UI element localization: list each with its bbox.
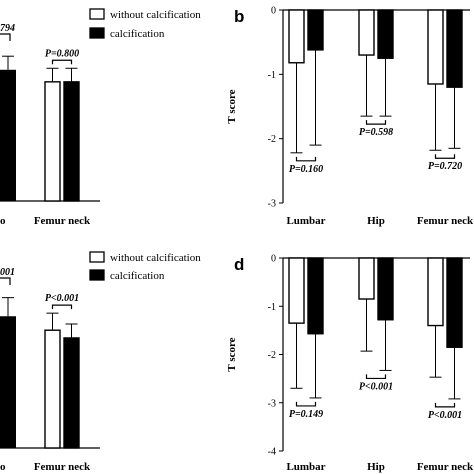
x-tick-label: Hip [367, 461, 385, 473]
p-value-bracket [51, 304, 73, 310]
plots: 794 o P=0.800 Femur neck b 0 -1 -2 -3 T score P=0.… [0, 6, 474, 474]
y-tick-label: -2 [268, 134, 276, 145]
p-value-bracket [365, 374, 387, 380]
y-tick-label: -1 [268, 302, 276, 313]
bar [427, 257, 444, 327]
x-tick-label: Lumbar [286, 461, 325, 473]
y-tick-label: -3 [268, 199, 276, 210]
x-tick-label: Femur neck [34, 215, 91, 227]
p-value-bracket [0, 33, 11, 41]
p-value-bracket [365, 120, 387, 125]
p-value-bracket [295, 401, 317, 407]
p-value-bracket [0, 277, 11, 285]
y-axis-label: T score [226, 337, 238, 371]
legend-top: without calcification calcification [89, 8, 201, 40]
bar [63, 81, 80, 202]
p-value-label: P<0.001 [359, 381, 393, 392]
p-value-label: P<0.001 [428, 410, 462, 421]
bar [44, 329, 61, 449]
x-tick-label: o [0, 461, 6, 473]
panel-label: b [234, 7, 244, 26]
bar [446, 9, 463, 88]
bar [44, 81, 61, 202]
bar [307, 9, 324, 51]
bar [63, 337, 80, 449]
p-value-label: P=0.598 [359, 127, 393, 138]
bar [377, 9, 394, 59]
p-value-label: P<0.001 [45, 293, 79, 304]
y-axis-label: T score [226, 89, 238, 123]
bar [307, 257, 324, 335]
legend-label-without: without calcification [110, 252, 201, 264]
p-value-label: P=0.720 [428, 161, 462, 172]
p-value-label: P=0.160 [289, 164, 323, 175]
bar [0, 316, 16, 448]
y-tick-label: -4 [268, 447, 276, 458]
x-tick-label: Lumbar [286, 215, 325, 227]
bar [446, 257, 463, 348]
p-value-label: 794 [0, 23, 15, 34]
bar [427, 9, 444, 85]
p-value-label: P=0.800 [45, 48, 79, 59]
panel-a: 794 o P=0.800 Femur neck [0, 23, 100, 227]
bar [358, 257, 375, 300]
bar [0, 69, 16, 202]
panel-label: d [234, 255, 244, 274]
x-tick-label: Femur neck [417, 461, 474, 473]
x-tick-label: Hip [367, 215, 385, 227]
bar [358, 9, 375, 56]
bar [377, 257, 394, 321]
legend-bottom: without calcification calcification [89, 251, 201, 282]
legend-swatch-with [89, 27, 105, 39]
p-value-bracket [434, 154, 456, 159]
y-tick-label: -3 [268, 398, 276, 409]
panel-d: d 0 -1 -2 -3 -4 T score P=0.149 Lumbar P<0.001 Hip… [226, 254, 474, 474]
x-tick-label: o [0, 215, 6, 227]
y-tick-label: 0 [271, 6, 276, 17]
panel-c: 001 o P<0.001 Femur neck [0, 267, 100, 473]
y-tick-label: -2 [268, 350, 276, 361]
p-value-label: P=0.149 [289, 409, 323, 420]
bar [288, 9, 305, 64]
p-value-bracket [434, 402, 456, 408]
panel-b: b 0 -1 -2 -3 T score P=0.160 Lumbar P=0.598 Hip P=… [226, 6, 474, 228]
legend-swatch-with [89, 269, 105, 281]
legend-label-without: without calcification [110, 9, 201, 21]
x-tick-label: Femur neck [34, 461, 91, 473]
p-value-bracket [51, 59, 73, 65]
p-value-bracket [295, 156, 317, 162]
y-tick-label: -1 [268, 70, 276, 81]
y-tick-label: 0 [271, 254, 276, 265]
legend-label-with: calcification [110, 28, 165, 40]
p-value-label: 001 [0, 267, 15, 278]
bar [288, 257, 305, 324]
legend-swatch-without [89, 251, 105, 263]
legend-swatch-without [89, 8, 105, 20]
x-tick-label: Femur neck [417, 215, 474, 227]
legend-label-with: calcification [110, 270, 165, 282]
